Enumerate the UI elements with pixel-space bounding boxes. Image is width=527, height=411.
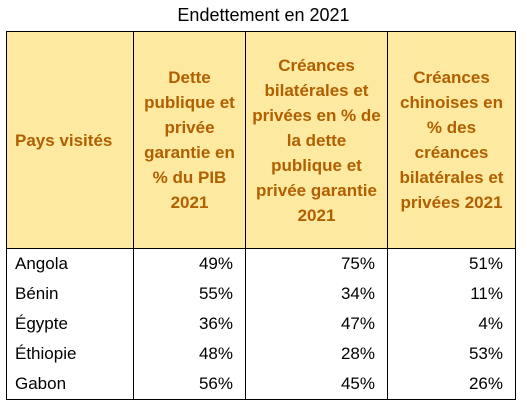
column-header-bilateral-private: Créances bilatérales et privées en % de … <box>245 31 388 249</box>
bilateral-private-cell: 34% <box>245 279 388 309</box>
chinese-cell: 4% <box>387 309 516 339</box>
table-row: Égypte 36% 47% 4% <box>6 309 516 339</box>
debt-table: Pays visités Dette publique et privée ga… <box>6 31 516 400</box>
table-row: Bénin 55% 34% 11% <box>6 279 516 309</box>
bilateral-private-cell: 75% <box>245 248 388 279</box>
header-row: Pays visités Dette publique et privée ga… <box>6 31 516 249</box>
debt-gdp-cell: 36% <box>133 309 246 339</box>
debt-gdp-cell: 56% <box>133 369 246 400</box>
table-title: Endettement en 2021 <box>177 5 350 25</box>
column-header-debt-gdp: Dette publique et privée garantie en % d… <box>133 31 246 249</box>
debt-gdp-cell: 49% <box>133 248 246 279</box>
country-cell: Bénin <box>6 279 134 309</box>
chinese-cell: 51% <box>387 248 516 279</box>
table-row: Angola 49% 75% 51% <box>6 248 516 279</box>
chinese-cell: 53% <box>387 339 516 369</box>
bilateral-private-cell: 28% <box>245 339 388 369</box>
column-header-country: Pays visités <box>6 31 134 249</box>
country-cell: Égypte <box>6 309 134 339</box>
table-row: Éthiopie 48% 28% 53% <box>6 339 516 369</box>
country-cell: Gabon <box>6 369 134 400</box>
debt-gdp-cell: 48% <box>133 339 246 369</box>
country-cell: Éthiopie <box>6 339 134 369</box>
bilateral-private-cell: 45% <box>245 369 388 400</box>
chinese-cell: 26% <box>387 369 516 400</box>
chinese-cell: 11% <box>387 279 516 309</box>
debt-gdp-cell: 55% <box>133 279 246 309</box>
country-cell: Angola <box>6 248 134 279</box>
bilateral-private-cell: 47% <box>245 309 388 339</box>
table-row: Gabon 56% 45% 26% <box>6 369 516 400</box>
column-header-chinese: Créances chinoises en % des créances bil… <box>387 31 516 249</box>
